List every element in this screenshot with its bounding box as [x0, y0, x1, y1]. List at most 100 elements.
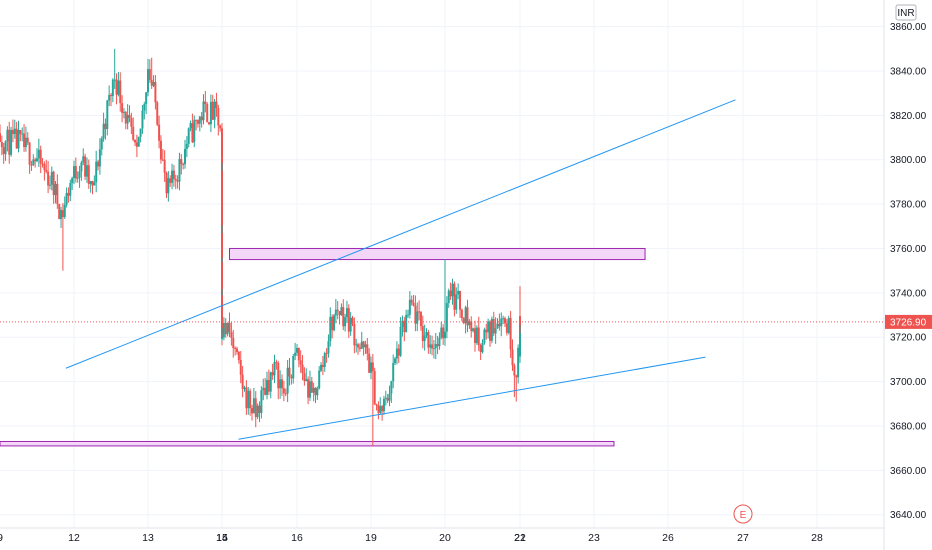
candle [384, 390, 387, 406]
support-resistance-zone[interactable] [229, 247, 646, 261]
candle-body [19, 129, 22, 134]
candle-body [395, 348, 398, 359]
candle-body [472, 328, 475, 332]
candle [292, 354, 295, 384]
support-resistance-zone[interactable] [0, 440, 615, 447]
candle-body [158, 124, 161, 141]
y-tick-label: 3640.00 [890, 510, 927, 521]
candle-body [222, 322, 225, 338]
candle-body [360, 341, 363, 349]
candle-body [43, 164, 46, 170]
candle [325, 348, 328, 363]
candle [477, 316, 480, 352]
trendline[interactable] [238, 356, 706, 440]
currency-badge[interactable] [895, 4, 917, 21]
candle [507, 315, 510, 335]
candle [182, 162, 185, 170]
currency-label: INR [897, 8, 914, 19]
candle-body [74, 166, 77, 179]
candle-body [87, 165, 90, 184]
x-tick-label: 27 [737, 532, 749, 544]
candle-body [67, 192, 70, 196]
candle-body [15, 128, 18, 149]
y-tick-label: 3680.00 [890, 421, 927, 432]
candle [237, 350, 240, 364]
candle [241, 365, 244, 398]
candle-body [236, 348, 238, 352]
candle [277, 361, 280, 400]
candle [455, 287, 458, 314]
y-tick-label: 3800.00 [890, 155, 927, 166]
candle [496, 318, 499, 329]
candle [388, 385, 391, 407]
candle-body [76, 177, 79, 179]
candle-body [423, 335, 426, 342]
candle-body [165, 172, 168, 194]
candle-body [294, 352, 297, 356]
candle-body [504, 318, 506, 324]
candle [492, 311, 495, 337]
candle [128, 105, 131, 123]
candle-body [425, 332, 428, 336]
candle [273, 354, 276, 384]
candle [104, 118, 107, 140]
candle [483, 327, 486, 345]
candle [163, 150, 166, 182]
candle [195, 119, 198, 131]
candle [2, 142, 5, 164]
trendline[interactable] [65, 99, 736, 369]
candle-body [124, 111, 127, 124]
candle-body [312, 387, 315, 393]
candle-body [32, 159, 35, 165]
candle [519, 286, 521, 334]
earnings-marker-icon[interactable] [733, 504, 753, 524]
candle [180, 153, 183, 175]
candle-body [362, 341, 365, 348]
candle-body [108, 94, 111, 101]
candle [358, 343, 361, 352]
candle-body [427, 332, 430, 348]
candle [6, 126, 9, 152]
candle-body [297, 347, 300, 361]
candle [505, 319, 508, 336]
candle [47, 161, 50, 194]
candle [432, 340, 435, 359]
candle-body [122, 111, 125, 113]
candle-body [260, 390, 263, 413]
candle-body [373, 371, 376, 405]
candle-body [211, 101, 214, 120]
candle-body [195, 119, 198, 121]
candle [93, 175, 96, 186]
candle [425, 328, 428, 339]
candle-body [30, 164, 33, 166]
candle [470, 316, 473, 338]
candle [282, 380, 285, 402]
candle [117, 71, 120, 97]
candle-body [390, 381, 393, 394]
candle-body [515, 375, 518, 378]
candle-body [377, 405, 380, 413]
candle-body [349, 317, 352, 332]
candle [468, 319, 471, 329]
x-tick-label: 9 [0, 532, 3, 544]
candle-body [490, 319, 493, 341]
candle [156, 100, 159, 127]
candle [399, 317, 402, 357]
candle-body [128, 115, 131, 119]
candle-body [353, 323, 356, 346]
candle-body [453, 283, 456, 310]
y-tick-label: 3740.00 [890, 288, 927, 299]
candle [260, 386, 263, 419]
candle [78, 165, 81, 188]
candle-body [382, 398, 385, 412]
candle [279, 370, 282, 399]
candle [397, 344, 400, 364]
candle [451, 278, 454, 305]
candle [32, 154, 35, 166]
candle-body [267, 379, 270, 392]
candle-body [381, 406, 384, 412]
candle [134, 139, 137, 147]
candle [440, 322, 443, 340]
